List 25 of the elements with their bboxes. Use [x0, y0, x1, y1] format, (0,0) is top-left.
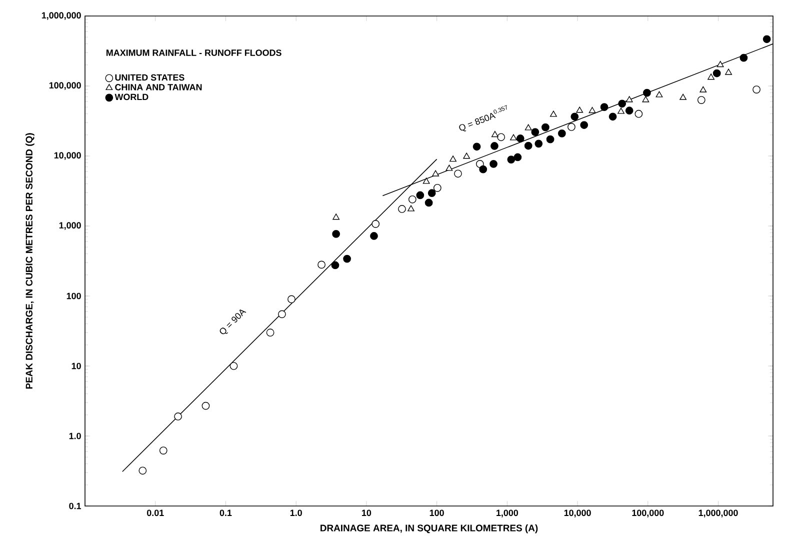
y-axis-title: PEAK DISCHARGE, IN CUBIC METRES PER SECOND (Q) [26, 133, 34, 389]
y-tick-label: 10 [72, 362, 81, 370]
annotation: Q = 850A$^{0.357}$ [459, 105, 507, 132]
x-tick-label: 0.1 [220, 510, 232, 516]
text: MAXIMUM RAINFALL - RUNOFF FLOODS [106, 50, 282, 56]
y-tick-label: 0.1 [69, 502, 82, 510]
y-tick-label: 100 [66, 292, 81, 300]
legend-label: WORLD [114, 94, 148, 100]
x-tick-label: 100 [430, 510, 444, 516]
y-tick-label: 1,000 [59, 222, 81, 230]
x-tick-label: 0.01 [146, 510, 164, 516]
annotation: Q = 90A [220, 310, 246, 334]
x-axis-title: DRAINAGE AREA, IN SQUARE KILOMETRES (A) [320, 524, 538, 534]
x-tick-label: 100,000 [632, 510, 664, 518]
x-tick-label: 10 [362, 510, 372, 516]
y-tick-label: 10,000 [54, 152, 81, 160]
x-tick-label: 1,000,000 [698, 510, 738, 518]
x-tick-label: 1.0 [290, 510, 302, 516]
y-tick-label: 100,000 [49, 82, 81, 90]
legend-label: UNITED STATES [115, 74, 184, 81]
legend-label: CHINA AND TAIWAN [115, 84, 202, 90]
x-tick-label: 1,000 [496, 510, 518, 518]
y-tick-label: 1,000,000 [42, 12, 81, 20]
x-tick-label: 10,000 [564, 510, 591, 518]
y-tick-label: 1.0 [69, 432, 81, 440]
